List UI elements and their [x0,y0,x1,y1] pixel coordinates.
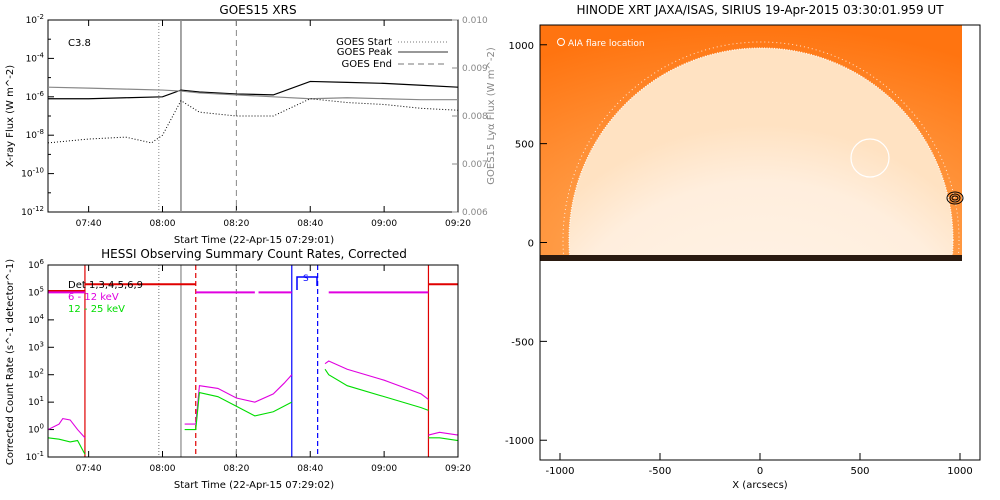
xrt-title: HINODE XRT JAXA/ISAS, SIRIUS 19-Apr-2015… [576,3,944,17]
xrt-x-tick-label: 500 [850,466,869,477]
goes-panel: GOES15 XRS 10-12 10-10 10-8 10-6 10-4 10-2 0.… [5,3,497,246]
legend-goes-start: GOES Start [336,37,392,48]
hessi-s-bracket [296,276,318,290]
goes-y-axis: 10-12 10-10 10-8 10-6 10-4 10-2 [21,13,54,218]
xrt-limb-dots [562,41,960,260]
hessi-series-0-seg-1 [184,374,293,425]
legend-6-12: 6 - 12 keV [68,292,119,303]
goes-series-line-1 [47,86,458,101]
hessi-y-tick-label: 104 [28,313,44,326]
goes-x-axis: 07:40 08:00 08:20 08:40 09:00 09:20 [76,20,471,229]
xrt-limb-outline [568,47,954,260]
hessi-x-tick-label: 09:00 [371,464,397,474]
xrt-y-tick-label: 500 [515,140,534,151]
hessi-title: HESSI Observing Summary Count Rates, Cor… [101,247,407,261]
hessi-y-tick-label: 106 [28,258,44,271]
xrt-x-tick-label: -1000 [545,466,574,477]
goes-y2-tick-label: 0.010 [462,16,488,26]
goes-y-tick-label: 10-4 [26,51,45,64]
goes-y2-tick-label: 0.007 [462,160,488,170]
goes-event-markers [158,20,237,212]
aia-flare-legend-marker [557,38,565,46]
legend-goes-end: GOES End [342,59,392,70]
hessi-x-tick-label: 09:20 [445,464,471,474]
goes-x-tick-label: 08:00 [150,219,176,229]
hessi-y-tick-label: 10-1 [26,450,44,463]
hessi-legend: Det 1,3,4,5,6,9 6 - 12 keV 12 - 25 keV [68,280,143,315]
xrt-y-tick-label: -500 [511,337,534,348]
goes-class-label: C3.8 [68,38,91,49]
hessi-x-tick-label: 08:40 [297,464,323,474]
aia-flare-contour [946,191,964,205]
goes-x-tick-label: 08:40 [297,219,323,229]
goes-x-tick-label: 09:20 [445,219,471,229]
hessi-series-1-seg-1 [184,391,293,431]
goes-y2-axis: 0.006 0.007 0.008 0.009 0.010 [452,16,488,218]
goes-y2-tick-label: 0.006 [462,208,488,218]
hessi-series-0-seg-2 [324,360,429,400]
hessi-plot-frame [47,264,459,458]
legend-det: Det 1,3,4,5,6,9 [68,280,143,291]
xrt-y-tick-label: -1000 [505,436,534,447]
goes-y-tick-label: 10-6 [26,90,45,103]
hessi-y-label: Corrected Count Rate (s^-1 detector^-1) [5,259,16,465]
hessi-y-tick-label: 103 [28,340,44,353]
goes-legend: GOES Start GOES Peak GOES End [336,37,448,70]
hessi-x-tick-label: 08:20 [223,464,249,474]
goes-series-line-2 [47,98,459,144]
xrt-image-bottom-band [540,255,962,261]
goes-plot-frame [47,19,459,213]
legend-12-25: 12 - 25 keV [68,304,125,315]
goes-series [47,80,459,144]
xrt-panel: HINODE XRT JAXA/ISAS, SIRIUS 19-Apr-2015… [505,3,981,491]
xrt-y-tick-label: 1000 [509,41,534,52]
xrt-x-axis: -1000 -500 0 500 1000 [545,453,973,477]
hessi-s-label: S [303,274,309,284]
xrt-region-circle [850,138,890,178]
hessi-x-tick-label: 07:40 [76,464,102,474]
goes-series-line-0 [48,80,459,100]
hessi-y-tick-label: 105 [28,285,44,298]
goes-x-tick-label: 07:40 [76,219,102,229]
goes-x-tick-label: 08:20 [223,219,249,229]
goes-y2-tick-label: 0.008 [462,112,488,122]
hessi-series-0-seg-0 [47,417,86,439]
goes-x-tick-label: 09:00 [371,219,397,229]
hessi-x-axis: 07:40 08:00 08:20 08:40 09:00 09:20 [76,265,471,474]
goes-y-tick-label: 10-2 [26,13,44,26]
hessi-panel: HESSI Observing Summary Count Rates, Cor… [5,247,471,491]
goes-y-tick-label: 10-10 [21,167,44,180]
hessi-x-tick-label: 08:00 [150,464,176,474]
hessi-x-label: Start Time (22-Apr-15 07:29:02) [174,480,334,491]
hessi-series [47,283,459,455]
xrt-x-tick-label: 1000 [947,466,972,477]
legend-goes-peak: GOES Peak [337,47,392,58]
xrt-y-axis: -1000 -500 0 500 1000 [505,41,547,447]
hessi-y-tick-label: 101 [28,395,44,408]
goes-y2-tick-label: 0.009 [462,64,488,74]
hessi-vlines [84,265,430,457]
xrt-x-tick-label: 0 [757,466,763,477]
xrt-x-label: X (arcsecs) [732,480,788,491]
goes-y2-label: GOES15 Lyα Flux (W m^-2) [486,47,497,185]
goes-y-label: X-ray Flux (W m^-2) [5,65,16,167]
hessi-series-0-seg-3 [428,431,459,436]
hessi-series-1-seg-0 [47,437,86,455]
goes-x-label: Start Time (22-Apr-15 07:29:01) [174,235,334,246]
aia-flare-legend-label: AIA flare location [568,39,645,49]
xrt-x-tick-label: -500 [649,466,672,477]
hessi-series-1-seg-3 [428,437,459,442]
goes-y-tick-label: 10-12 [21,205,44,218]
hessi-y-axis: 10-1 100 101 102 103 104 105 106 [26,258,54,463]
goes-title: GOES15 XRS [219,3,296,17]
xrt-solar-disk [569,48,953,260]
xrt-y-tick-label: 0 [528,239,534,250]
hessi-series-1-seg-2 [324,368,429,411]
hessi-y-tick-label: 100 [28,423,44,436]
hessi-y-tick-label: 102 [28,368,44,381]
goes-y-tick-label: 10-8 [26,128,44,141]
